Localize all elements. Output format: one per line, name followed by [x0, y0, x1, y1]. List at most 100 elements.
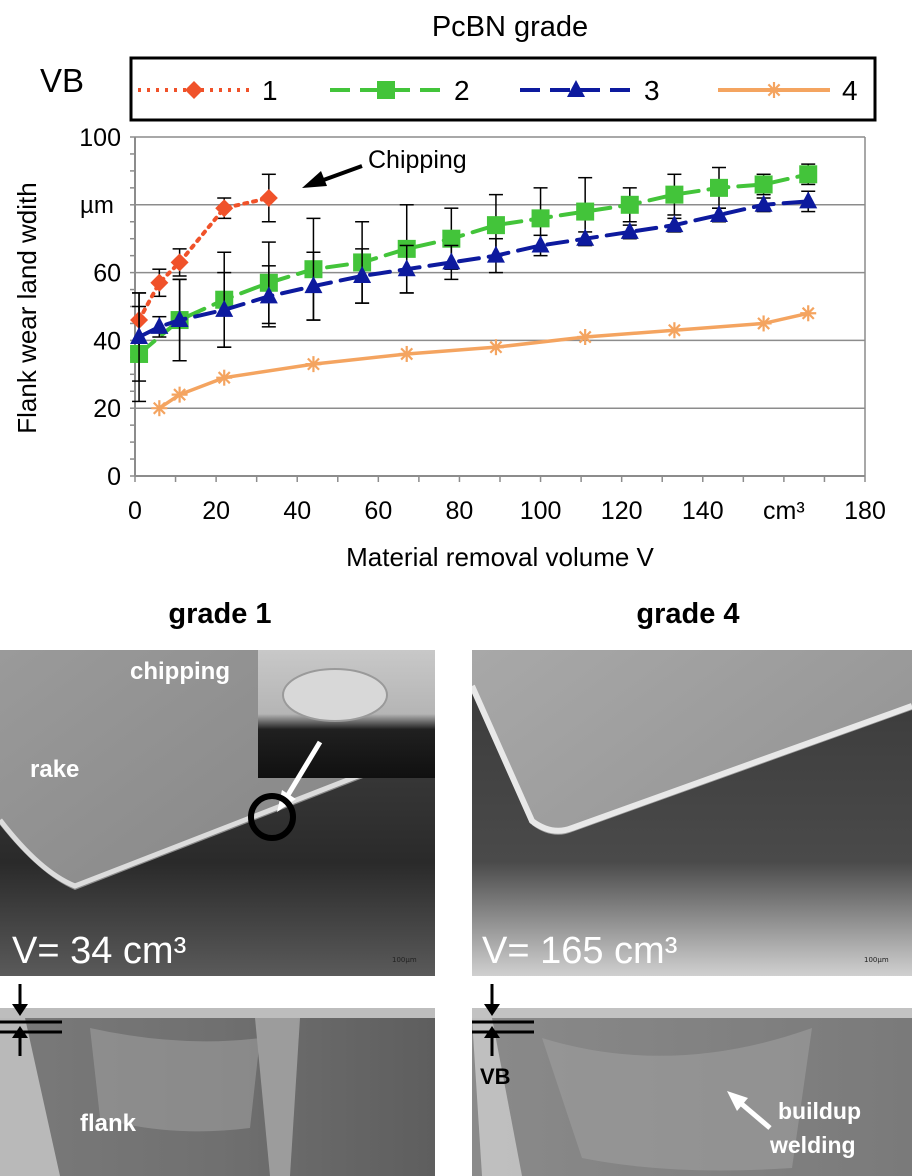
data-point [397, 259, 416, 277]
data-point [305, 356, 322, 373]
y-tick-label-0: 0 [107, 463, 121, 491]
grade4-title: grade 4 [636, 598, 740, 630]
legend-label-1: 1 [262, 75, 278, 106]
series-line-1 [137, 196, 271, 323]
y-tick-label-100: 100 [79, 124, 121, 152]
series-1 [130, 173, 278, 348]
data-point [130, 327, 149, 345]
data-point [576, 228, 595, 246]
data-point [754, 194, 773, 212]
data-point [754, 175, 773, 194]
grade1-vb-arrows [12, 984, 28, 1056]
asterisk-stroke [757, 317, 770, 330]
flank-label: flank [80, 1110, 137, 1137]
data-point [710, 178, 728, 197]
data-point [150, 316, 169, 334]
data-point [487, 339, 504, 356]
x-axis-label: Material removal volume V [346, 542, 654, 572]
x-tick-label-180: 180 [844, 497, 886, 525]
data-point [486, 216, 505, 235]
series-3 [130, 190, 818, 382]
data-point [800, 305, 817, 322]
legend: 1 2 3 4 [138, 75, 858, 106]
data-point [531, 209, 550, 228]
grade4-scale-bar: 100µm [864, 956, 889, 964]
series-layer [130, 163, 818, 417]
asterisk-stroke [152, 401, 166, 415]
data-point [304, 276, 323, 294]
data-point [577, 329, 594, 346]
series-line-2 [137, 172, 811, 356]
data-point [710, 204, 728, 222]
x-tick-label-20: 20 [202, 497, 230, 525]
data-point [665, 185, 684, 204]
chipping-label: chipping [130, 658, 230, 685]
grade4-flank-photo: VB buildup welding [472, 1008, 912, 1176]
asterisk-stroke [217, 371, 231, 385]
data-point [353, 265, 372, 283]
series-line-3 [137, 199, 811, 340]
data-point [799, 165, 818, 184]
grade4-volume: V= 165 cm³ [482, 930, 678, 972]
legend-title: VB [40, 62, 84, 99]
data-point [170, 310, 189, 328]
data-point [216, 369, 233, 386]
data-point [576, 202, 595, 221]
asterisk-stroke [767, 83, 781, 97]
rake-label: rake [30, 756, 80, 783]
x-tick-label-140: 140 [682, 497, 724, 525]
data-point [442, 229, 461, 248]
grade1-rake-photo: chipping rake V= 34 cm³ 100µm [0, 650, 435, 976]
series-line-4 [157, 311, 810, 410]
y-tick-label-20: 20 [93, 395, 121, 423]
asterisk-stroke [801, 306, 815, 320]
asterisk-stroke [578, 330, 592, 344]
legend-marker-4 [766, 82, 782, 98]
buildup-label: buildup [778, 1098, 862, 1124]
grade4-vb-arrows [484, 984, 500, 1056]
series-4 [151, 305, 817, 417]
asterisk-stroke [173, 388, 186, 402]
asterisk-stroke [668, 323, 681, 337]
wear-chart: PcBN grade VB 1 2 3 4 0 20 40 60 100 0 20 40 60 80 10… [12, 11, 886, 572]
x-axis-unit: cm³ [763, 497, 805, 525]
data-point [620, 195, 639, 214]
data-point [215, 199, 234, 218]
data-point [150, 273, 169, 292]
vb-label: VB [480, 1064, 511, 1089]
data-point [665, 215, 684, 233]
x-tick-label-120: 120 [601, 497, 643, 525]
y-tick-label-60: 60 [93, 260, 121, 288]
x-tick-label-0: 0 [128, 497, 142, 525]
grade1-volume: V= 34 cm³ [12, 930, 187, 972]
y-axis-unit: µm [80, 192, 114, 219]
asterisk-stroke [307, 357, 320, 371]
x-tick-label-60: 60 [364, 497, 392, 525]
chart-title: PcBN grade [432, 11, 588, 43]
grade4-rake-photo: V= 165 cm³ 100µm [472, 650, 912, 976]
data-point [215, 299, 234, 317]
x-tick-label-100: 100 [520, 497, 562, 525]
legend-marker-1 [185, 81, 203, 99]
legend-marker-2 [377, 81, 395, 99]
data-point [170, 253, 189, 272]
grade1-title: grade 1 [168, 598, 272, 630]
legend-label-4: 4 [842, 75, 858, 106]
data-point [259, 286, 278, 304]
legend-label-2: 2 [454, 75, 470, 106]
data-point [531, 235, 550, 253]
data-point [171, 386, 188, 403]
legend-label-3: 3 [644, 75, 660, 106]
chipping-annotation: Chipping [368, 146, 467, 174]
asterisk-stroke [400, 347, 414, 361]
data-point [755, 315, 772, 332]
data-point [620, 221, 639, 239]
grade1-scale-bar: 100µm [392, 956, 417, 964]
data-point [151, 400, 168, 417]
data-point [486, 245, 505, 263]
y-axis-label: Flank wear land wdith [12, 182, 42, 433]
data-point [398, 345, 415, 362]
legend-marker-3 [567, 80, 585, 97]
grade1-flank-photo: flank [0, 1008, 435, 1176]
y-tick-label-40: 40 [93, 327, 121, 355]
